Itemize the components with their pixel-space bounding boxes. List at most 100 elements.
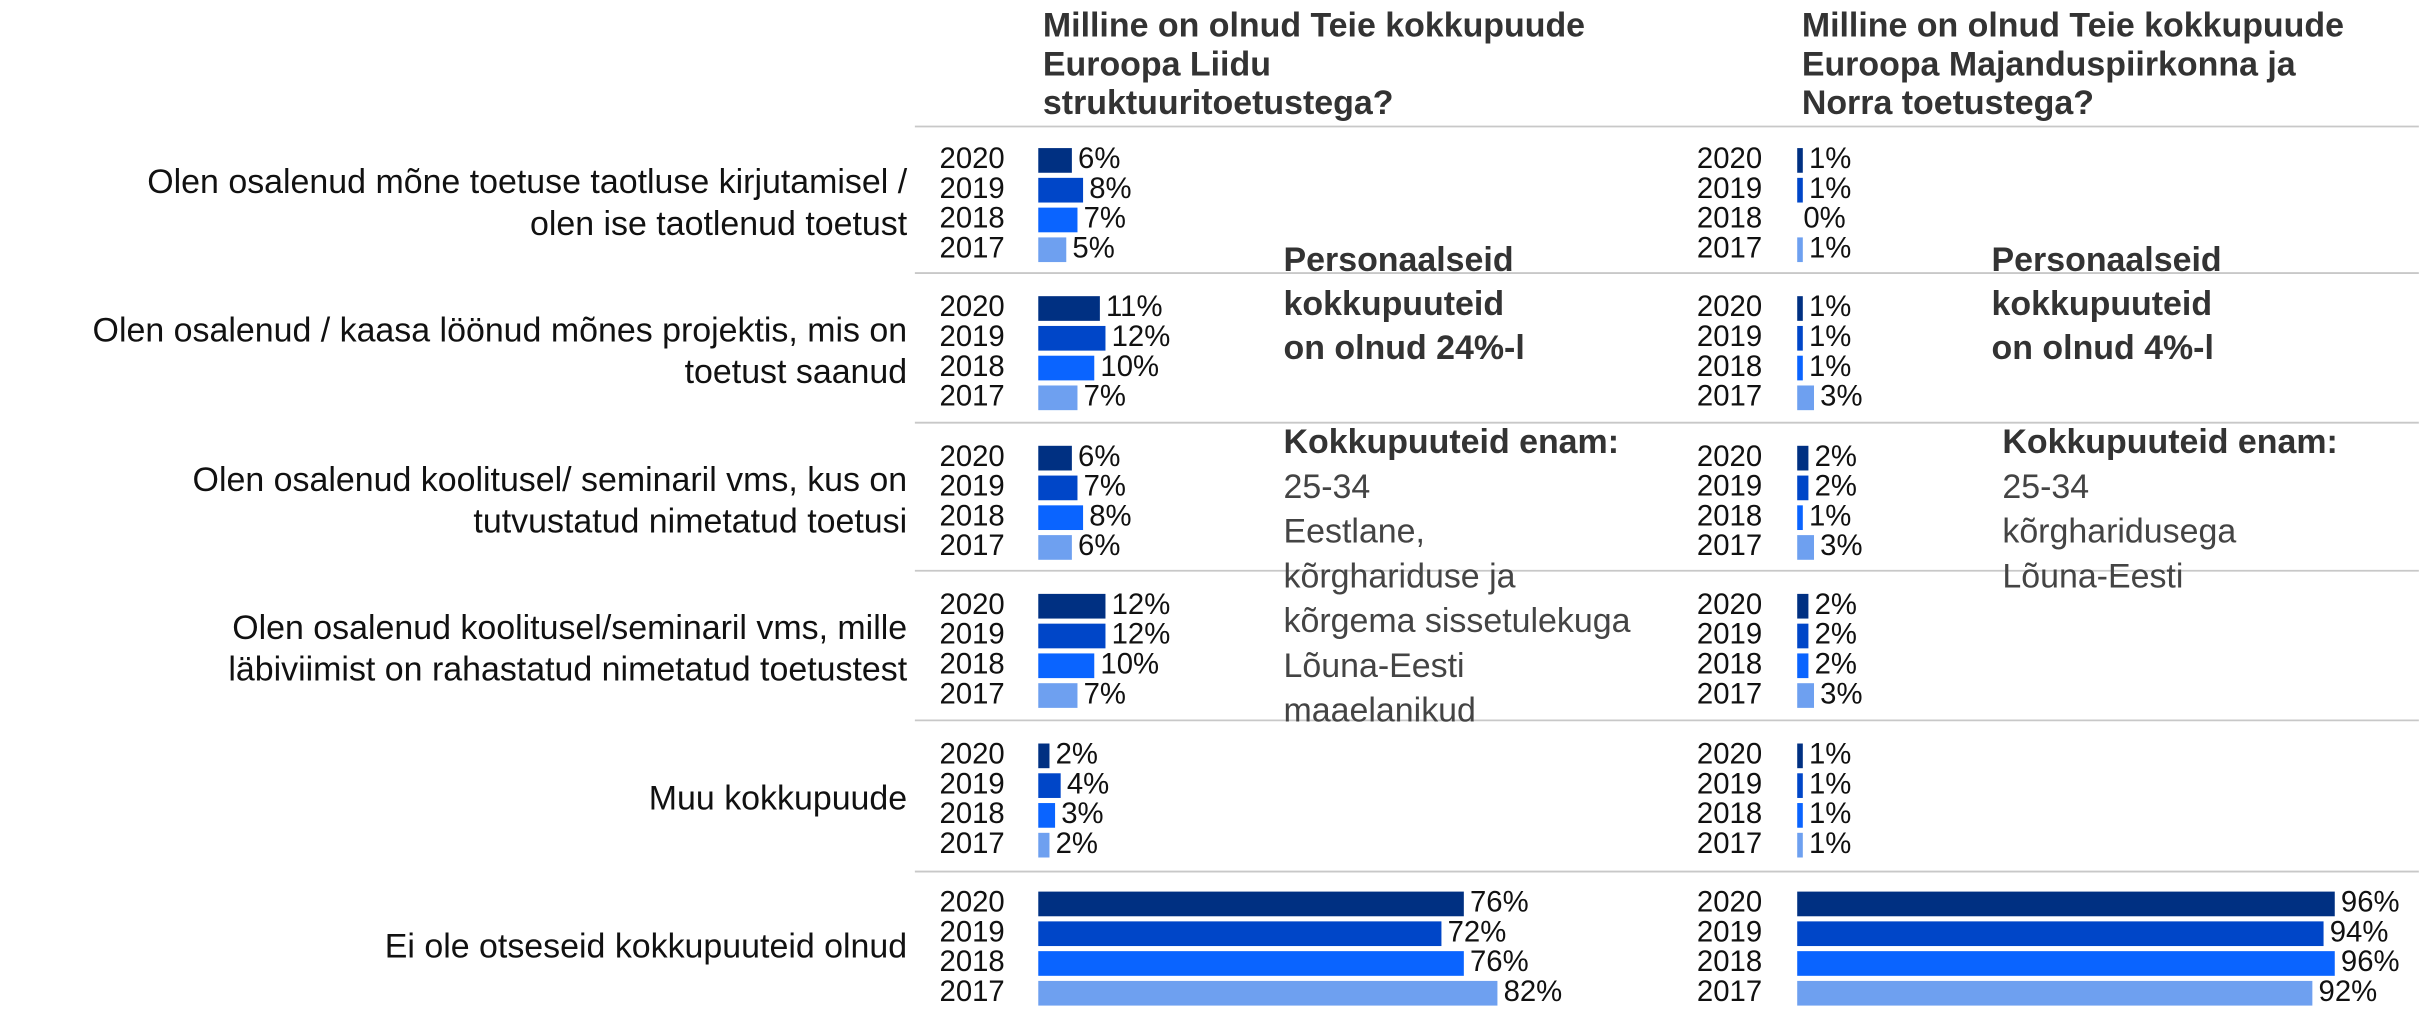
annotation-bold: kokkupuuteid xyxy=(1992,285,2213,323)
year-label: 2019 xyxy=(1697,172,1762,205)
bar xyxy=(1038,385,1078,411)
value-label: 5% xyxy=(1072,231,1114,264)
value-label: 7% xyxy=(1084,677,1126,710)
bar xyxy=(1797,980,2313,1006)
bar xyxy=(1038,445,1072,471)
year-label: 2018 xyxy=(940,945,1005,978)
bar xyxy=(1038,355,1095,381)
year-label: 2019 xyxy=(940,172,1005,205)
year-label: 2019 xyxy=(1697,915,1762,948)
year-label: 2019 xyxy=(940,618,1005,651)
bar xyxy=(1797,683,1815,708)
bar xyxy=(1797,325,1803,351)
category-label: Olen osalenud mõne toetuse taotluse kirj… xyxy=(147,163,907,201)
bar xyxy=(1038,535,1072,560)
value-label: 3% xyxy=(1820,380,1862,413)
category-label: läbiviimist on rahastatud nimetatud toet… xyxy=(228,651,907,689)
year-label: 2020 xyxy=(940,142,1005,175)
year-label: 2018 xyxy=(1697,797,1762,830)
panel-title: Euroopa Majanduspiirkonna ja xyxy=(1802,45,2297,83)
category-label: Ei ole otseseid kokkupuuteid olnud xyxy=(385,928,907,966)
annotation-line: 25-34 xyxy=(2002,468,2089,506)
year-label: 2019 xyxy=(1697,767,1762,800)
bar xyxy=(1797,653,1809,679)
year-label: 2017 xyxy=(1697,529,1762,562)
bar xyxy=(1038,891,1464,917)
value-label: 6% xyxy=(1078,529,1120,562)
value-label: 76% xyxy=(1470,886,1529,919)
bar xyxy=(1797,475,1809,501)
bar xyxy=(1797,832,1803,858)
bar xyxy=(1038,148,1072,173)
bar xyxy=(1038,683,1078,708)
value-label: 7% xyxy=(1084,470,1126,503)
panel-title: Milline on olnud Teie kokkupuude xyxy=(1802,7,2344,45)
year-label: 2018 xyxy=(1697,499,1762,532)
year-label: 2018 xyxy=(1697,945,1762,978)
bar xyxy=(1038,653,1095,679)
year-label: 2019 xyxy=(1697,320,1762,353)
bar xyxy=(1797,148,1803,173)
value-label: 12% xyxy=(1112,618,1171,651)
year-label: 2020 xyxy=(940,738,1005,771)
value-label: 7% xyxy=(1084,380,1126,413)
annotation-line: 25-34 xyxy=(1284,468,1371,506)
value-label: 1% xyxy=(1809,767,1851,800)
annotation-line: maaelanikud xyxy=(1284,692,1476,730)
value-label: 1% xyxy=(1809,320,1851,353)
year-label: 2019 xyxy=(940,767,1005,800)
value-label: 1% xyxy=(1809,172,1851,205)
value-label: 2% xyxy=(1056,827,1098,860)
bar xyxy=(1038,237,1067,263)
bar xyxy=(1038,623,1106,649)
value-label: 8% xyxy=(1089,172,1131,205)
year-label: 2017 xyxy=(940,975,1005,1008)
value-label: 0% xyxy=(1803,202,1845,235)
bar xyxy=(1797,623,1809,649)
value-label: 6% xyxy=(1078,142,1120,175)
year-label: 2020 xyxy=(940,588,1005,621)
annotation-heading: Kokkupuuteid enam: xyxy=(1284,423,1619,461)
year-label: 2018 xyxy=(940,202,1005,235)
value-label: 72% xyxy=(1448,915,1507,948)
bar xyxy=(1797,355,1803,381)
year-label: 2017 xyxy=(940,827,1005,860)
value-label: 96% xyxy=(2341,886,2400,919)
year-label: 2017 xyxy=(940,380,1005,413)
value-label: 1% xyxy=(1809,738,1851,771)
annotation-line: Eestlane, xyxy=(1284,513,1425,551)
category-label: Olen osalenud koolitusel/seminaril vms, … xyxy=(232,609,907,647)
category-label: toetust saanud xyxy=(685,353,908,391)
annotation-line: Lõuna-Eesti xyxy=(1284,647,1465,685)
bar xyxy=(1038,475,1078,501)
value-label: 96% xyxy=(2341,945,2400,978)
category-label: Olen osalenud / kaasa löönud mõnes proje… xyxy=(93,311,908,349)
year-label: 2018 xyxy=(940,797,1005,830)
year-label: 2017 xyxy=(1697,380,1762,413)
bar xyxy=(1038,296,1100,321)
value-label: 2% xyxy=(1815,588,1857,621)
value-label: 12% xyxy=(1112,320,1171,353)
category-label: Muu kokkupuude xyxy=(649,779,907,817)
panel-title: Milline on olnud Teie kokkupuude xyxy=(1043,7,1585,45)
year-label: 2018 xyxy=(940,350,1005,383)
year-label: 2017 xyxy=(1697,975,1762,1008)
panel-title: Euroopa Liidu xyxy=(1043,45,1271,83)
year-label: 2019 xyxy=(940,320,1005,353)
value-label: 2% xyxy=(1056,738,1098,771)
bar xyxy=(1797,296,1803,321)
year-label: 2017 xyxy=(940,231,1005,264)
annotation-bold: Personaalseid xyxy=(1284,241,1514,279)
year-label: 2018 xyxy=(1697,202,1762,235)
category-label: olen ise taotlenud toetust xyxy=(530,205,908,243)
value-label: 94% xyxy=(2330,915,2389,948)
annotation-bold: kokkupuuteid xyxy=(1284,285,1505,323)
value-label: 1% xyxy=(1809,350,1851,383)
year-label: 2017 xyxy=(1697,827,1762,860)
year-label: 2020 xyxy=(1697,588,1762,621)
year-label: 2019 xyxy=(1697,618,1762,651)
bar xyxy=(1038,980,1498,1006)
category-label: Olen osalenud koolitusel/ seminaril vms,… xyxy=(193,461,908,499)
value-label: 3% xyxy=(1061,797,1103,830)
year-label: 2018 xyxy=(1697,350,1762,383)
